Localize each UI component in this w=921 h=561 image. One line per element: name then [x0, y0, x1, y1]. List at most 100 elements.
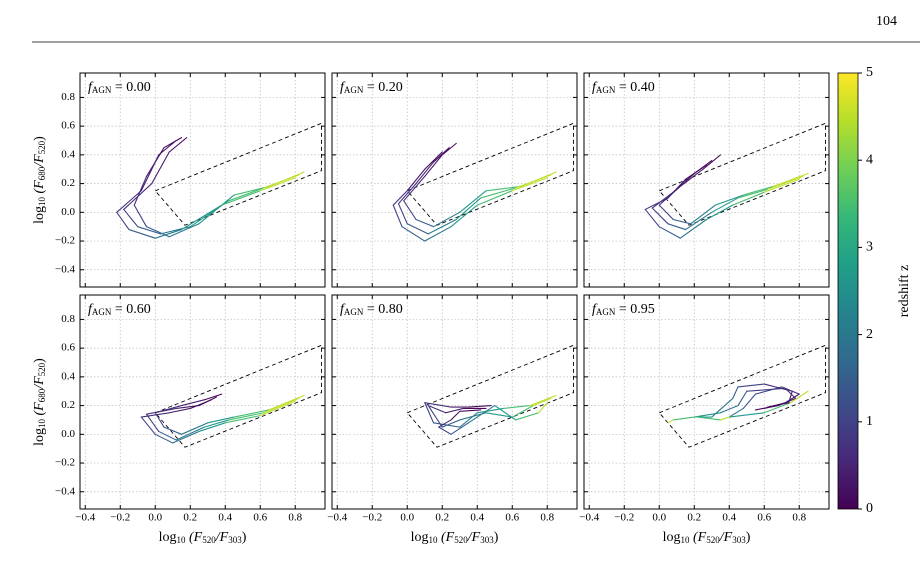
panel-frame [79, 294, 326, 510]
track-segment [140, 154, 160, 192]
track-segment [163, 137, 183, 149]
x-tick-label: −0.4 [327, 512, 347, 524]
track-segment [123, 183, 153, 210]
panel-label-value: = 0.60 [111, 302, 150, 317]
x-tick-label: 0.4 [470, 512, 484, 524]
axis-label-part: ) [32, 358, 47, 363]
panel-label: fAGN = 0.20 [340, 80, 403, 95]
axis-label-sub: 10 [37, 196, 47, 206]
x-tick-label: −0.2 [614, 512, 634, 524]
x-tick-label: −0.2 [110, 512, 130, 524]
page-number: 104 [876, 14, 897, 29]
track-segment [424, 402, 435, 424]
x-tick-label: 0.8 [792, 512, 806, 524]
track-segment [172, 430, 200, 444]
track-segment [732, 386, 739, 399]
track-segment [455, 197, 482, 221]
track-segment [679, 168, 704, 188]
panel: fAGN = 0.40 [583, 72, 830, 288]
axis-label-part: /F [719, 530, 733, 545]
track-segment [203, 419, 230, 428]
colorbar-tick-label: 2 [866, 327, 873, 342]
track-segment [397, 183, 417, 205]
axis-label-part: (F [690, 530, 707, 545]
track-segment [424, 154, 443, 177]
track-segment [438, 426, 452, 435]
track-segment [145, 407, 177, 415]
x-tick-label: 0.8 [540, 512, 554, 524]
panel-label-symbol: f [592, 302, 598, 317]
track-segment [672, 416, 695, 421]
x-tick-label: 0.2 [687, 512, 701, 524]
track-segment [221, 190, 261, 206]
selection-region [154, 122, 322, 226]
track-segment [427, 218, 457, 235]
panel-label-sub: AGN [92, 307, 112, 317]
track-segment [145, 413, 160, 432]
track-segment [154, 229, 183, 239]
axis-label-sub: 520 [706, 535, 720, 545]
axis-label-part: /F [215, 530, 229, 545]
track-segment [116, 211, 130, 231]
track-segment [151, 151, 170, 185]
track-segment [746, 387, 786, 392]
track-segment [667, 419, 674, 424]
track-segment [427, 405, 443, 428]
track-segment [754, 386, 783, 395]
track-segment [672, 218, 692, 225]
track-segment [732, 191, 765, 206]
colorbar-tick-label: 1 [866, 414, 873, 429]
panel-label-symbol: f [88, 302, 94, 317]
axis-label-part: ) [494, 530, 499, 545]
selection-region [658, 122, 826, 226]
axis-label: log10 (F680/F520) [32, 136, 47, 224]
track-segment [401, 226, 426, 242]
track-segment [763, 178, 800, 193]
track-segment [406, 168, 426, 192]
colorbar-tick-label: 3 [866, 240, 873, 255]
panel-label-sub: AGN [596, 85, 616, 95]
track-segment [158, 430, 177, 441]
track-segment [690, 204, 716, 225]
track-segment [450, 422, 470, 435]
track-segment [450, 204, 478, 228]
track-segment [415, 161, 435, 185]
track-segment [259, 177, 296, 192]
panel-label-sub: AGN [344, 85, 364, 95]
track-segment [658, 204, 674, 221]
track-segment [424, 402, 452, 408]
y-tick-label: 0.6 [61, 120, 75, 132]
panel-frame [583, 72, 830, 288]
track-segment [737, 188, 769, 199]
y-tick-label: −0.4 [55, 263, 75, 275]
y-tick-label: 0.4 [61, 370, 75, 382]
x-tick-label: 0.8 [288, 512, 302, 524]
track-segment [198, 422, 226, 432]
track-segment [424, 226, 452, 242]
axis-label-part: log [663, 530, 681, 545]
track-segment [772, 172, 809, 188]
track-segment [415, 218, 435, 228]
track-segment [767, 402, 790, 408]
track-segment [175, 426, 205, 441]
selection-region [658, 344, 826, 448]
x-tick-label: 0.4 [722, 512, 736, 524]
x-tick-label: 0.4 [218, 512, 232, 524]
axis-label-part: /F [467, 530, 481, 545]
axis-label-sub: 303 [228, 535, 242, 545]
selection-region [154, 344, 322, 448]
panel: fAGN = 0.20 [331, 72, 578, 288]
track-segment [424, 151, 443, 170]
panel-label-symbol: f [340, 302, 346, 317]
y-tick-label: 0.8 [61, 313, 75, 325]
axis-label-sub: 520 [37, 362, 47, 376]
track-segment [529, 394, 557, 407]
track-segment [737, 390, 748, 407]
track-segment [644, 208, 660, 228]
track-segment [228, 187, 265, 202]
axis-label-sub: 303 [480, 535, 494, 545]
panel-label-value: = 0.00 [111, 80, 150, 95]
track-segment [728, 407, 744, 418]
axis-label-sub: 303 [732, 535, 746, 545]
